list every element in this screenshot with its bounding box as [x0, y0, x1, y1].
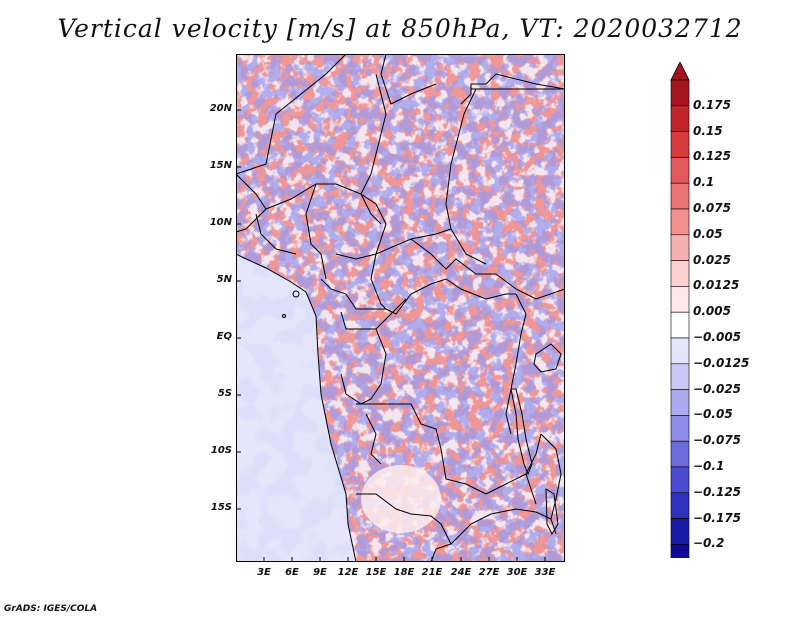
colorbar-swatch — [670, 544, 690, 558]
lat-label-15n: 15N — [209, 160, 232, 171]
colorbar-swatch — [670, 363, 690, 390]
colorbar-label: 0.0125 — [693, 278, 740, 293]
colorbar-swatch — [670, 234, 690, 261]
lon-label-6e: 6E — [285, 567, 299, 578]
map-frame — [236, 54, 565, 562]
lon-label-21e: 21E — [421, 567, 443, 578]
colorbar-label: −0.075 — [693, 433, 742, 448]
lon-label-33e: 33E — [534, 567, 556, 578]
colorbar-label: −0.025 — [693, 381, 742, 396]
colorbar-label: 0.005 — [693, 304, 731, 319]
colorbar-swatch — [670, 79, 690, 107]
lat-label-20n: 20N — [209, 103, 232, 114]
colorbar-swatch — [670, 337, 690, 365]
vertical-velocity-map — [236, 54, 565, 562]
lat-label-10n: 10N — [209, 217, 232, 228]
country-borders — [236, 54, 565, 562]
lon-label-9e: 9E — [313, 567, 327, 578]
colorbar-swatch — [670, 286, 690, 313]
colorbar-top-arrow — [670, 62, 690, 81]
colorbar-label: −0.1 — [693, 459, 725, 473]
lon-label-18e: 18E — [393, 567, 415, 578]
colorbar-label: 0.1 — [693, 175, 715, 190]
lat-label-eq: EQ — [216, 331, 232, 342]
colorbar-label: −0.175 — [693, 510, 742, 525]
colorbar-label: 0.175 — [693, 97, 731, 112]
colorbar-swatch — [670, 260, 690, 287]
colorbar-swatch — [670, 440, 690, 468]
colorbar-label: 0.15 — [693, 123, 723, 138]
map-panel — [236, 54, 565, 562]
colorbar-swatch — [670, 311, 690, 339]
colorbar-label: 0.025 — [693, 252, 731, 267]
colorbar-swatch — [670, 518, 690, 545]
colorbar-label: −0.125 — [693, 484, 742, 499]
lat-label-5n: 5N — [216, 274, 232, 285]
colorbar-swatch — [670, 208, 690, 236]
axis-ticks — [236, 109, 546, 562]
colorbar-swatch — [670, 415, 690, 442]
lat-label-10s: 10S — [210, 445, 232, 456]
coastline — [236, 253, 357, 562]
lon-label-27e: 27E — [478, 567, 500, 578]
lon-label-15e: 15E — [365, 567, 387, 578]
colorbar-label: −0.2 — [693, 536, 725, 551]
colorbar-label: 0.125 — [693, 149, 731, 164]
colorbar-swatch — [670, 389, 690, 416]
lon-label-24e: 24E — [450, 567, 472, 578]
colorbar-label: −0.005 — [693, 330, 742, 344]
lat-label-15s: 15S — [210, 502, 232, 513]
map-title: Vertical velocity [m/s] at 850hPa, VT: 2… — [57, 14, 743, 43]
lat-label-5s: 5S — [217, 388, 232, 399]
lon-label-12e: 12E — [337, 567, 359, 578]
colorbar-swatch — [670, 182, 690, 210]
lon-label-30e: 30E — [506, 567, 528, 578]
colorbar-swatch — [670, 157, 690, 184]
colorbar-label: −0.05 — [693, 407, 733, 422]
colorbar-swatch — [670, 105, 690, 132]
colorbar — [670, 62, 690, 558]
colorbar-label: 0.075 — [693, 201, 731, 215]
colorbar-swatch — [670, 131, 690, 158]
colorbar-swatch — [670, 492, 690, 519]
grads-credit: GrADS: IGES/COLA — [4, 604, 98, 614]
colorbar-label: −0.0125 — [693, 355, 750, 370]
colorbar-label: 0.05 — [693, 226, 723, 241]
colorbar-swatch — [670, 466, 690, 494]
lon-label-3e: 3E — [257, 567, 271, 578]
